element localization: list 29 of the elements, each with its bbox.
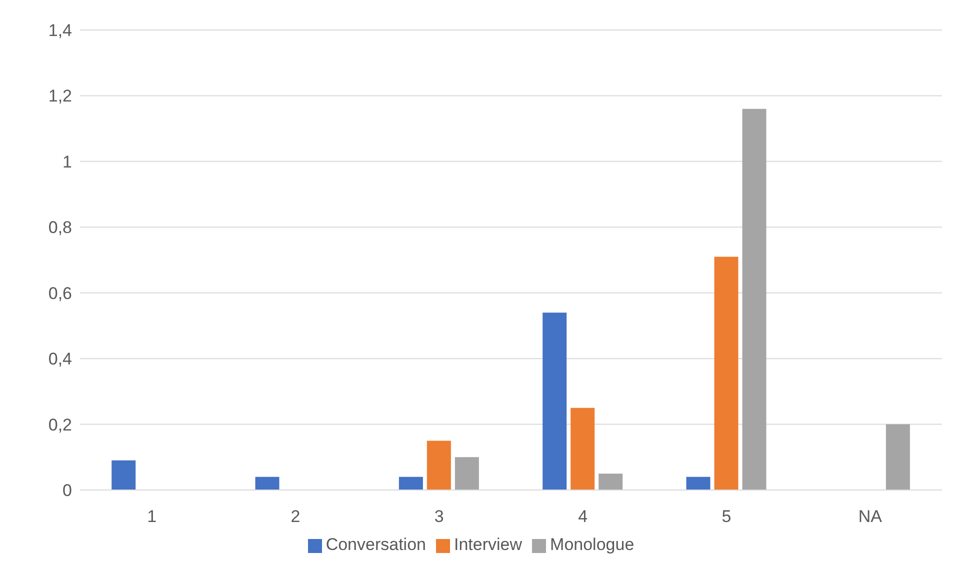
bar bbox=[598, 474, 623, 490]
y-tick-label: 1,2 bbox=[48, 86, 72, 106]
bar bbox=[542, 312, 567, 490]
y-tick-label: 1 bbox=[62, 152, 72, 172]
bar bbox=[886, 424, 910, 490]
y-tick-label: 0,2 bbox=[48, 415, 72, 434]
y-tick-label: 0,4 bbox=[48, 350, 72, 369]
legend-label: Conversation bbox=[326, 535, 426, 554]
x-tick-label: 3 bbox=[434, 507, 444, 526]
bar bbox=[686, 476, 710, 490]
y-tick-label: 0 bbox=[62, 481, 72, 500]
bar bbox=[426, 440, 451, 490]
x-tick-label: 1 bbox=[147, 507, 157, 526]
x-tick-label: 2 bbox=[290, 507, 300, 526]
bar bbox=[714, 256, 738, 490]
bar bbox=[112, 460, 136, 490]
bar bbox=[255, 476, 280, 490]
legend-label: Interview bbox=[454, 535, 522, 554]
bar bbox=[742, 108, 766, 490]
y-tick-label: 1,4 bbox=[48, 21, 72, 40]
y-tick-label: 0,6 bbox=[48, 284, 72, 303]
x-tick-label: NA bbox=[858, 507, 883, 526]
legend-label: Monologue bbox=[550, 535, 634, 554]
y-tick-label: 0,8 bbox=[48, 218, 72, 238]
bar bbox=[454, 457, 479, 490]
x-tick-label: 4 bbox=[578, 507, 588, 526]
bar bbox=[570, 408, 595, 490]
bar bbox=[398, 476, 423, 490]
x-tick-label: 5 bbox=[722, 507, 732, 526]
